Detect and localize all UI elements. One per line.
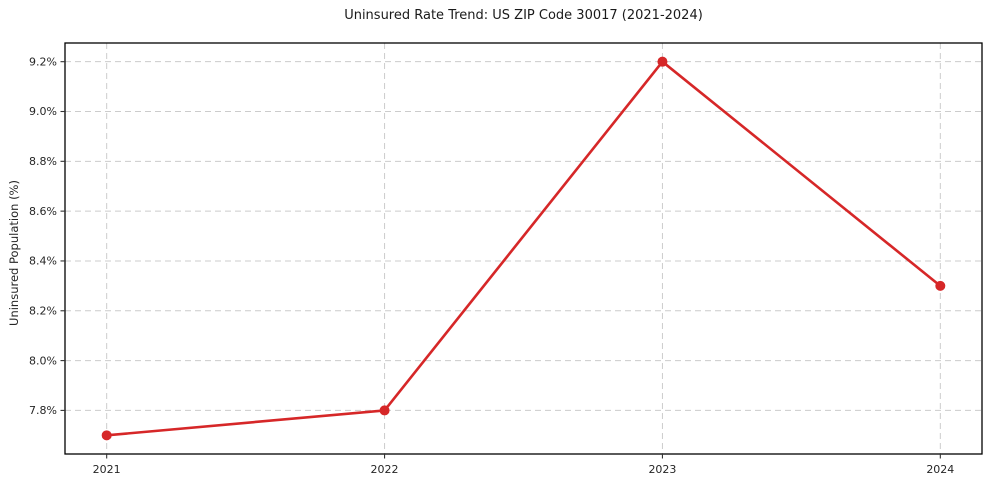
chart-title: Uninsured Rate Trend: US ZIP Code 30017 … (344, 8, 703, 23)
plot-border (64, 42, 983, 455)
y-tick-label: 9.2% (29, 55, 57, 68)
x-tick-label: 2021 (93, 463, 121, 476)
trend-line (105, 60, 942, 437)
x-tick-label: 2023 (648, 463, 676, 476)
y-tick-label: 7.8% (29, 404, 57, 417)
x-tick-label: 2022 (371, 463, 399, 476)
data-point (935, 280, 946, 291)
y-tick-label: 8.0% (29, 354, 57, 367)
y-tick-label: 8.8% (29, 155, 57, 168)
data-point (379, 405, 390, 416)
x-tick-label: 2024 (926, 463, 954, 476)
y-tick-label: 8.4% (29, 255, 57, 268)
y-tick-label: 8.6% (29, 205, 57, 218)
y-tick-label: 8.2% (29, 305, 57, 318)
data-point (657, 56, 668, 67)
y-tick-label: 9.0% (29, 105, 57, 118)
data-point (101, 430, 112, 441)
